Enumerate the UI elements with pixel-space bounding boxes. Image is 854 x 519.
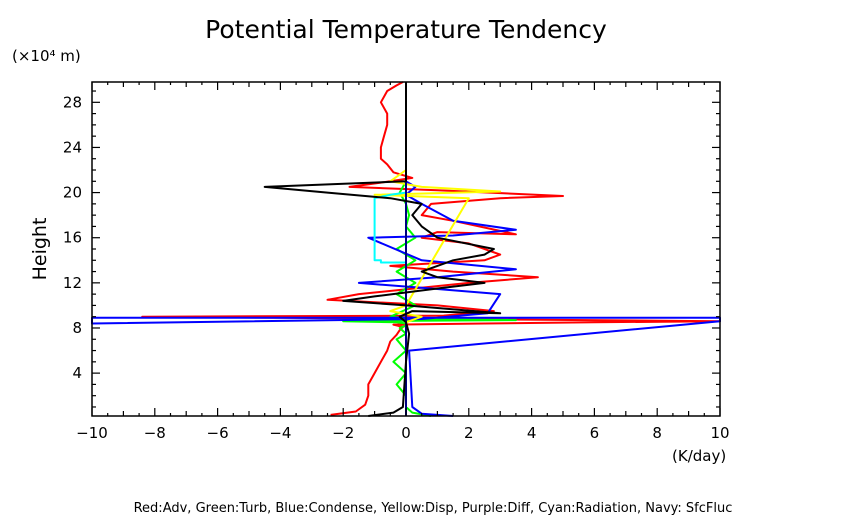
chart-title: Potential Temperature Tendency	[205, 15, 607, 44]
series-line-radiation	[373, 91, 407, 413]
x-tick-label: −4	[269, 424, 291, 442]
y-tick-label: 8	[72, 319, 82, 337]
plot-frame	[91, 81, 721, 417]
x-tick-label: 0	[401, 424, 411, 442]
series-line-adv	[141, 81, 721, 416]
y-axis-unit: (×10⁴ m)	[12, 47, 81, 65]
y-tick-label: 4	[72, 364, 82, 382]
x-tick-label: 10	[710, 424, 729, 442]
y-tick-label: 16	[63, 229, 82, 247]
x-tick-label: 4	[527, 424, 537, 442]
x-tick-label: −6	[207, 424, 229, 442]
x-tick-label: 8	[652, 424, 662, 442]
series-line-total	[263, 82, 502, 417]
series-group	[91, 81, 721, 417]
y-tick-label: 28	[63, 93, 82, 111]
y-tick-label: 20	[63, 184, 82, 202]
x-axis-unit: (K/day)	[672, 447, 726, 465]
y-tick-label: 12	[63, 274, 82, 292]
x-tick-label: 2	[464, 424, 474, 442]
y-tick-label: 24	[63, 138, 82, 156]
x-tick-label: −2	[332, 424, 354, 442]
x-tick-label: −8	[144, 424, 166, 442]
x-tick-label: −10	[76, 424, 108, 442]
y-axis-label: Height	[29, 218, 51, 281]
series-line-disp	[373, 91, 502, 413]
legend-text: Red:Adv, Green:Turb, Blue:Condense, Yell…	[134, 501, 733, 516]
x-tick-label: 6	[590, 424, 600, 442]
